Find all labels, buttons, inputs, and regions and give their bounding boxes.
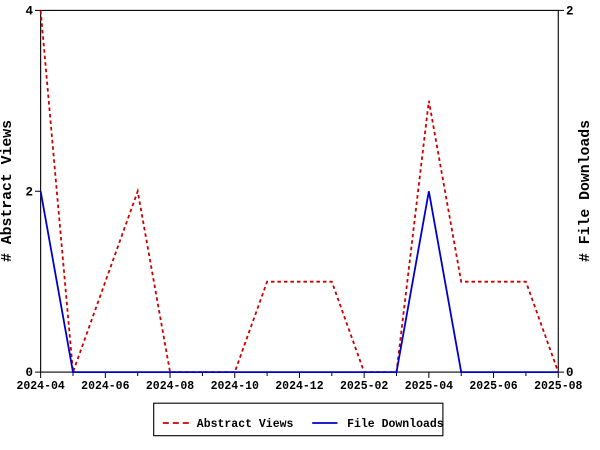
svg-text:File Downloads: File Downloads bbox=[347, 418, 444, 431]
svg-text:2025-06: 2025-06 bbox=[469, 380, 517, 393]
svg-text:2024-04: 2024-04 bbox=[16, 380, 64, 393]
svg-text:Abstract Views: Abstract Views bbox=[197, 418, 294, 431]
svg-text:2024-10: 2024-10 bbox=[211, 380, 259, 393]
svg-text:2: 2 bbox=[25, 185, 33, 199]
svg-text:2024-08: 2024-08 bbox=[146, 380, 194, 393]
svg-text:0: 0 bbox=[566, 366, 574, 380]
svg-text:2025-08: 2025-08 bbox=[534, 380, 582, 393]
svg-text:2025-04: 2025-04 bbox=[405, 380, 453, 393]
svg-text:2024-06: 2024-06 bbox=[81, 380, 129, 393]
svg-text:4: 4 bbox=[25, 5, 33, 19]
svg-text:2: 2 bbox=[566, 5, 574, 19]
svg-text:2024-12: 2024-12 bbox=[275, 380, 323, 393]
svg-text:0: 0 bbox=[25, 366, 33, 380]
svg-text:# File Downloads: # File Downloads bbox=[578, 120, 594, 262]
svg-text:# Abstract Views: # Abstract Views bbox=[0, 120, 16, 262]
svg-text:2025-02: 2025-02 bbox=[340, 380, 388, 393]
